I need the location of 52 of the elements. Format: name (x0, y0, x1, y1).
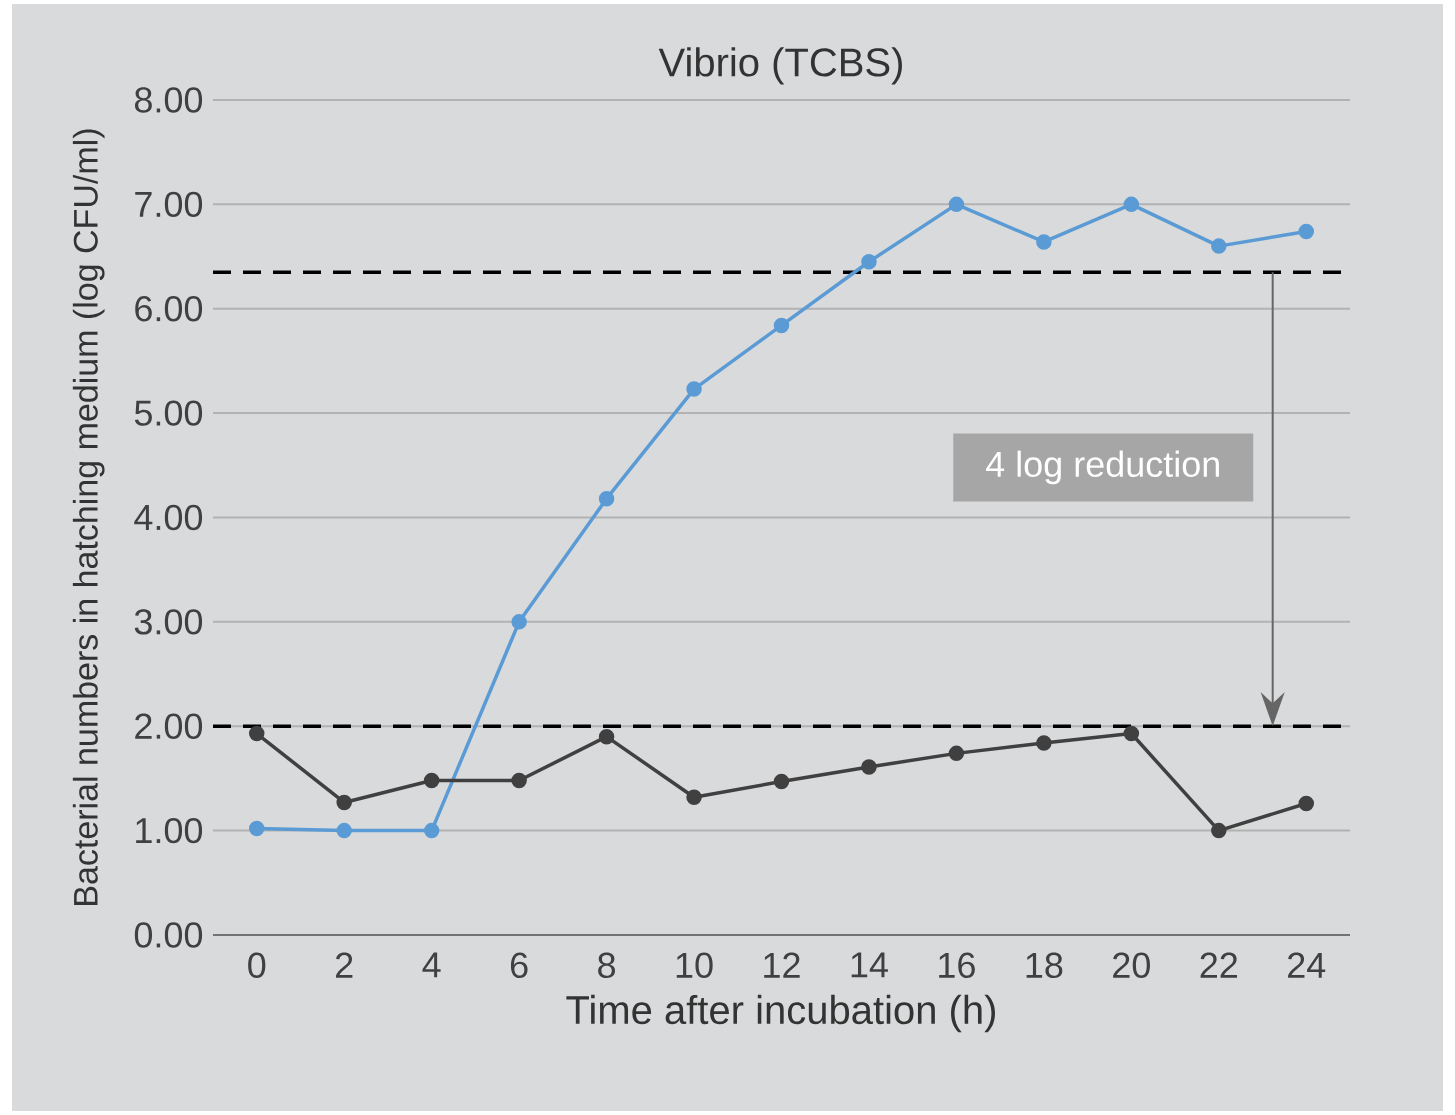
y-tick-label: 2.00 (135, 713, 203, 739)
point (1036, 234, 1052, 250)
x-tick-label: 18 (1026, 952, 1063, 978)
x-tick-label: 24 (1288, 952, 1326, 978)
point (336, 822, 352, 839)
y-axis-title: Bacterial numbers in hatching medium (log CFU/ml) (72, 129, 105, 905)
point (423, 772, 440, 789)
y-tick-label: 8.00 (134, 87, 203, 113)
point (1211, 238, 1227, 254)
point (773, 773, 790, 790)
x-tick-label: 20 (1113, 952, 1150, 978)
point (598, 490, 615, 507)
point (511, 614, 527, 630)
point (861, 759, 877, 775)
x-axis-title: Time after incubation (h) (566, 994, 995, 1033)
x-tick-label: 14 (851, 952, 888, 978)
y-tick-label: 6.00 (135, 296, 203, 322)
point (336, 794, 352, 811)
y-tick-label: 1.00 (136, 817, 203, 844)
point (773, 317, 790, 334)
point (511, 772, 527, 789)
chart-title: Vibrio (TCBS) (658, 47, 902, 85)
x-tick-label: 10 (676, 952, 713, 978)
point (686, 789, 702, 805)
point (1298, 795, 1315, 812)
x-tick-label: 16 (939, 952, 975, 978)
point (1298, 223, 1315, 240)
point (1211, 822, 1227, 839)
y-tick-label: 3.00 (134, 609, 203, 635)
point (248, 725, 265, 742)
point (248, 820, 265, 837)
y-tick-label: 0.00 (134, 922, 203, 948)
point (598, 728, 615, 745)
point (861, 254, 877, 270)
y-tick-label: 5.00 (134, 400, 203, 426)
point (948, 745, 965, 762)
point (948, 196, 965, 213)
point (423, 822, 440, 839)
annotation: 4 log reduction (986, 450, 1219, 485)
x-tick-label: 2 (335, 952, 353, 978)
x-tick-label: 22 (1200, 952, 1238, 978)
point (686, 381, 702, 397)
x-tick-label: 6 (510, 952, 528, 978)
x-tick-label: 0 (248, 952, 266, 978)
point (1036, 735, 1052, 751)
y-tick-label: 4.00 (134, 504, 203, 531)
x-tick-label: 4 (422, 952, 441, 978)
point (1123, 725, 1140, 742)
x-tick-label: 12 (764, 952, 800, 978)
x-tick-label: 8 (598, 952, 616, 978)
point (1123, 196, 1140, 213)
y-tick-label: 7.00 (135, 191, 203, 218)
